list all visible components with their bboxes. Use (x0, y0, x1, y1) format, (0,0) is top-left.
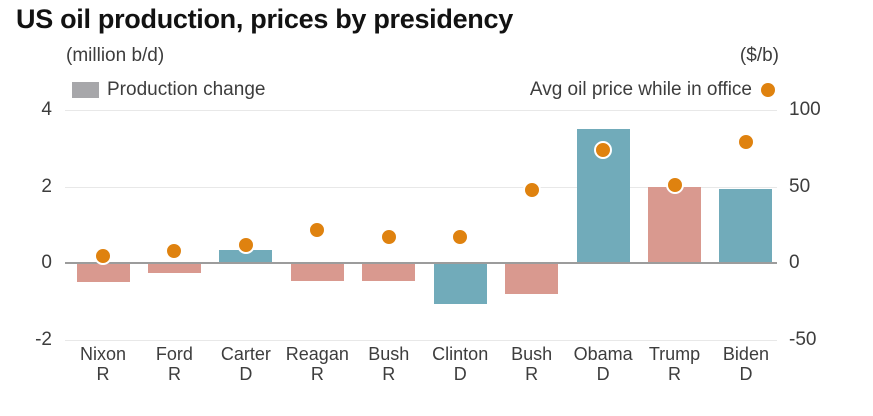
production-bar-8-trump (648, 186, 702, 264)
price-dot-7-obama (594, 140, 613, 159)
president-name-0-nixon: Nixon (79, 344, 127, 364)
x-label-1-ford: Ford R (134, 344, 214, 384)
right-axis-tick-100: 100 (789, 99, 821, 120)
legend-production-change: Production change (72, 79, 265, 101)
left-axis-tick-2: 2 (41, 175, 52, 197)
president-name-1-ford: Ford (155, 344, 193, 364)
chart-title: US oil production, prices by presidency (16, 4, 513, 34)
gridline-4 (65, 110, 777, 111)
production-bar-5-clinton (433, 264, 487, 304)
gridline-2 (65, 186, 777, 188)
president-name-3-reagan: Reagan (285, 344, 349, 364)
x-label-2-carter: Carter D (206, 344, 286, 384)
production-bar-1-ford (147, 264, 201, 273)
party-letter-4-bush: R (382, 364, 396, 384)
right-axis-tick--50: -50 (789, 329, 817, 350)
x-label-8-trump: Trump R (635, 344, 715, 384)
price-dot-9-biden (736, 133, 755, 152)
party-letter-0-nixon: R (96, 364, 110, 384)
president-name-5-clinton: Clinton (432, 344, 489, 364)
x-label-3-reagan: Reagan R (277, 344, 357, 384)
production-bar-2-carter (219, 249, 273, 264)
right-axis-unit-label: ($/b) (739, 45, 779, 66)
production-bar-4-bush (362, 264, 416, 281)
x-label-7-obama: Obama D (563, 344, 643, 384)
x-label-9-biden: Biden D (706, 344, 786, 384)
president-name-9-biden: Biden (722, 344, 769, 364)
price-dot-6-bush (522, 180, 541, 199)
right-axis-tick-0: 0 (789, 252, 800, 274)
production-bar-6-bush (505, 264, 559, 294)
legend-bar-label: Production change (107, 79, 266, 100)
x-label-0-nixon: Nixon R (63, 344, 143, 384)
legend-dot-label: Avg oil price while in office (529, 79, 752, 100)
x-label-5-clinton: Clinton D (420, 344, 500, 384)
party-letter-7-obama: D (596, 364, 610, 384)
x-label-6-bush: Bush R (492, 344, 572, 384)
president-name-2-carter: Carter (220, 344, 271, 364)
left-axis-tick--2: -2 (35, 329, 52, 350)
x-label-4-bush: Bush R (349, 344, 429, 384)
legend-avg-oil-price: Avg oil price while in office (530, 79, 777, 101)
party-letter-5-clinton: D (453, 364, 467, 384)
gridline--2 (65, 340, 777, 341)
bar-legend-swatch-icon (72, 82, 99, 98)
left-axis-unit-label: (million b/d) (66, 45, 165, 66)
president-name-7-obama: Obama (573, 344, 633, 364)
president-name-6-bush: Bush (511, 344, 553, 364)
price-dot-3-reagan (308, 220, 327, 239)
production-bar-0-nixon (76, 264, 130, 283)
price-dot-8-trump (665, 176, 684, 195)
price-dot-legend-icon (759, 81, 777, 99)
left-axis-tick-4: 4 (41, 99, 52, 120)
right-axis-tick-50: 50 (789, 175, 811, 197)
party-letter-3-reagan: R (310, 364, 324, 384)
production-bar-9-biden (719, 188, 773, 264)
party-letter-8-trump: R (668, 364, 682, 384)
left-axis-tick-0: 0 (41, 252, 52, 274)
production-bar-3-reagan (290, 264, 344, 281)
price-dot-4-bush (379, 228, 398, 247)
price-dot-0-nixon (94, 246, 112, 265)
price-dot-5-clinton (451, 228, 470, 247)
party-letter-9-biden: D (739, 364, 753, 384)
zero-baseline (65, 262, 777, 265)
price-dot-2-carter (236, 235, 255, 254)
plot-area: Nixon R Ford R Carter D Reagan R Bush R Clinton D Bu… (65, 110, 777, 384)
president-name-8-trump: Trump (648, 344, 701, 364)
president-name-4-bush: Bush (368, 344, 410, 364)
party-letter-1-ford: R (167, 364, 181, 384)
party-letter-6-bush: R (525, 364, 539, 384)
party-letter-2-carter: D (239, 364, 253, 384)
price-dot-1-ford (165, 242, 184, 261)
